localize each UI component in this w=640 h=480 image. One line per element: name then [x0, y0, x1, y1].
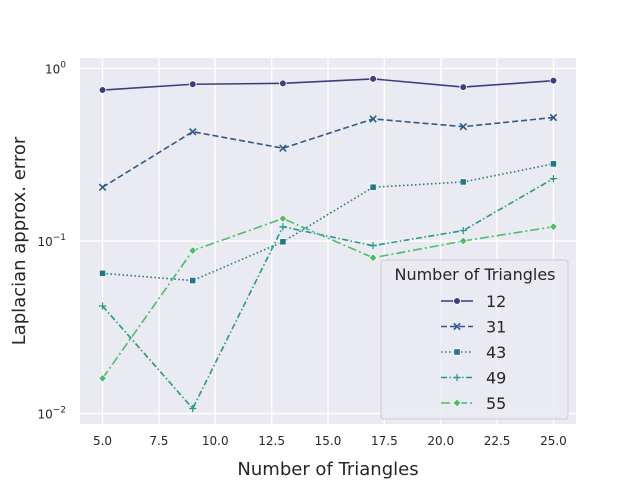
series-12 [98, 75, 558, 94]
data-point-31 [98, 183, 107, 191]
data-point-12 [279, 79, 287, 88]
y-tick-label: 10−2 [37, 406, 66, 422]
x-tick-label: 22.5 [484, 434, 511, 448]
data-point-31 [188, 127, 197, 136]
data-point-43 [459, 178, 467, 186]
legend-item-43: 43 [441, 343, 506, 362]
data-point-49 [279, 223, 287, 231]
series-49 [98, 175, 558, 413]
data-point-12 [188, 80, 197, 89]
x-tick-label: 5.0 [93, 434, 112, 448]
data-point-55 [458, 236, 468, 246]
legend-swatch-marker [453, 322, 461, 331]
legend-item-12: 12 [441, 292, 506, 311]
x-tick-labels: 5.0 7.5 10.0 12.5 15.0 17.5 20.0 22.5 25.0 [93, 434, 567, 448]
data-point-12 [549, 76, 558, 85]
legend-swatch-marker [453, 373, 461, 382]
series-31 [98, 113, 558, 191]
legend-item-49: 49 [441, 369, 506, 388]
data-point-31 [459, 122, 468, 131]
x-axis-title: Number of Triangles [237, 459, 418, 480]
series-line-12 [102, 78, 554, 91]
legend-label: 55 [486, 394, 506, 413]
legend-label: 12 [486, 292, 506, 311]
series-55 [97, 213, 559, 383]
data-point-12 [98, 86, 107, 94]
data-point-43 [189, 276, 197, 285]
legend-title: Number of Triangles [394, 265, 555, 284]
series-43 [98, 160, 558, 285]
legend-swatch-marker [452, 398, 462, 408]
series-line-43 [102, 163, 554, 282]
data-point-55 [548, 222, 559, 232]
legend-label: 31 [486, 318, 506, 337]
y-tick-label: 10−1 [37, 233, 66, 249]
legend-swatch-marker [453, 348, 461, 356]
data-point-12 [459, 83, 468, 91]
legend: Number of Triangles 12 31 43 49 55 [380, 259, 569, 420]
data-point-49 [459, 226, 467, 235]
data-point-31 [549, 113, 558, 122]
legend-item-55: 55 [441, 394, 506, 413]
grid-lines [80, 58, 576, 424]
y-tick-label: 100 [45, 60, 66, 76]
data-point-49 [369, 242, 377, 250]
legend-item-31: 31 [441, 318, 506, 337]
data-point-49 [98, 302, 107, 310]
y-axis-title: Laplacian approx. error [9, 136, 30, 345]
legend-label: 49 [486, 369, 506, 388]
legend-box [380, 259, 569, 420]
series-line-31 [102, 116, 554, 188]
series-line-49 [101, 177, 554, 410]
x-tick-label: 7.5 [149, 434, 168, 448]
x-tick-label: 15.0 [315, 434, 342, 448]
data-point-49 [189, 404, 197, 413]
data-point-49 [549, 175, 558, 183]
x-tick-label: 17.5 [371, 434, 398, 448]
x-tick-label: 12.5 [258, 434, 285, 448]
data-point-55 [188, 246, 198, 256]
data-point-55 [278, 213, 288, 224]
series-layer [97, 75, 559, 413]
data-point-55 [368, 253, 378, 263]
series-line-55 [101, 217, 554, 379]
x-tick-label: 20.0 [427, 434, 454, 448]
data-point-43 [279, 238, 287, 246]
data-point-31 [279, 144, 287, 152]
data-point-55 [97, 373, 108, 383]
x-tick-label: 25.0 [540, 434, 567, 448]
data-point-31 [369, 115, 377, 123]
legend-swatch-marker [453, 297, 461, 305]
y-tick-labels: 100 10−1 10−2 [37, 60, 66, 421]
x-tick-label: 10.0 [202, 434, 229, 448]
data-point-43 [549, 160, 558, 168]
data-point-43 [369, 183, 377, 191]
legend-label: 43 [486, 343, 506, 362]
data-point-12 [369, 75, 377, 83]
data-point-43 [98, 269, 107, 277]
